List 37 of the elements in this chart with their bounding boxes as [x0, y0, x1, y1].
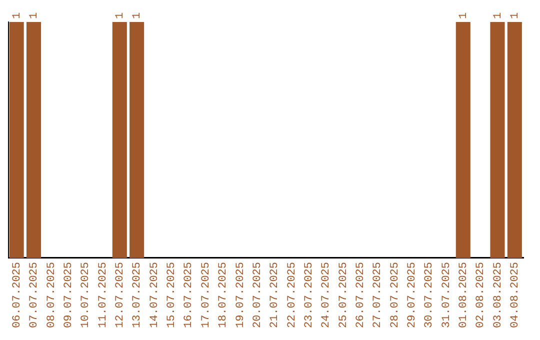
x-tick-label: 10.07.2025 [80, 262, 92, 328]
x-tick-label: 16.07.2025 [183, 262, 196, 328]
x-tick-label: 29.07.2025 [406, 262, 419, 328]
x-tick-label: 01.08.2025 [458, 262, 470, 328]
data-label: 1 [132, 12, 144, 19]
x-tick-label: 11.07.2025 [97, 262, 110, 328]
x-tick-label: 12.07.2025 [114, 262, 127, 328]
x-tick-label: 13.07.2025 [132, 262, 144, 328]
data-label: 1 [510, 12, 522, 19]
data-label: 1 [492, 12, 504, 19]
x-tick-label: 21.07.2025 [269, 262, 282, 328]
x-tick-label: 27.07.2025 [372, 262, 384, 328]
x-tick-label: 02.08.2025 [475, 262, 488, 328]
x-tick-label: 17.07.2025 [200, 262, 212, 328]
x-tick-label: 22.07.2025 [286, 262, 298, 328]
x-tick-label: 28.07.2025 [389, 262, 402, 328]
x-tick-label: 26.07.2025 [354, 262, 367, 328]
x-tick-label: 03.08.2025 [492, 262, 504, 328]
x-tick-label: 08.07.2025 [46, 262, 58, 328]
data-label: 1 [114, 12, 127, 19]
x-tick-label: 24.07.2025 [320, 262, 333, 328]
x-tick-label: 19.07.2025 [234, 262, 247, 328]
x-tick-label: 15.07.2025 [166, 262, 178, 328]
x-tick-label: 14.07.2025 [148, 262, 161, 328]
data-label: 1 [11, 12, 24, 19]
x-tick-label: 09.07.2025 [63, 262, 76, 328]
x-tick-label: 06.07.2025 [11, 262, 24, 328]
x-tick-label: 04.08.2025 [510, 262, 522, 328]
x-tick-label: 23.07.2025 [303, 262, 316, 328]
x-tick-label: 31.07.2025 [440, 262, 453, 328]
x-tick-label: 25.07.2025 [338, 262, 350, 328]
x-tick-label: 18.07.2025 [218, 262, 230, 328]
data-label: 1 [458, 12, 470, 19]
x-tick-label: 30.07.2025 [424, 262, 436, 328]
x-tick-label: 07.07.2025 [28, 262, 41, 328]
data-label: 1 [28, 12, 41, 19]
x-tick-label: 20.07.2025 [252, 262, 264, 328]
